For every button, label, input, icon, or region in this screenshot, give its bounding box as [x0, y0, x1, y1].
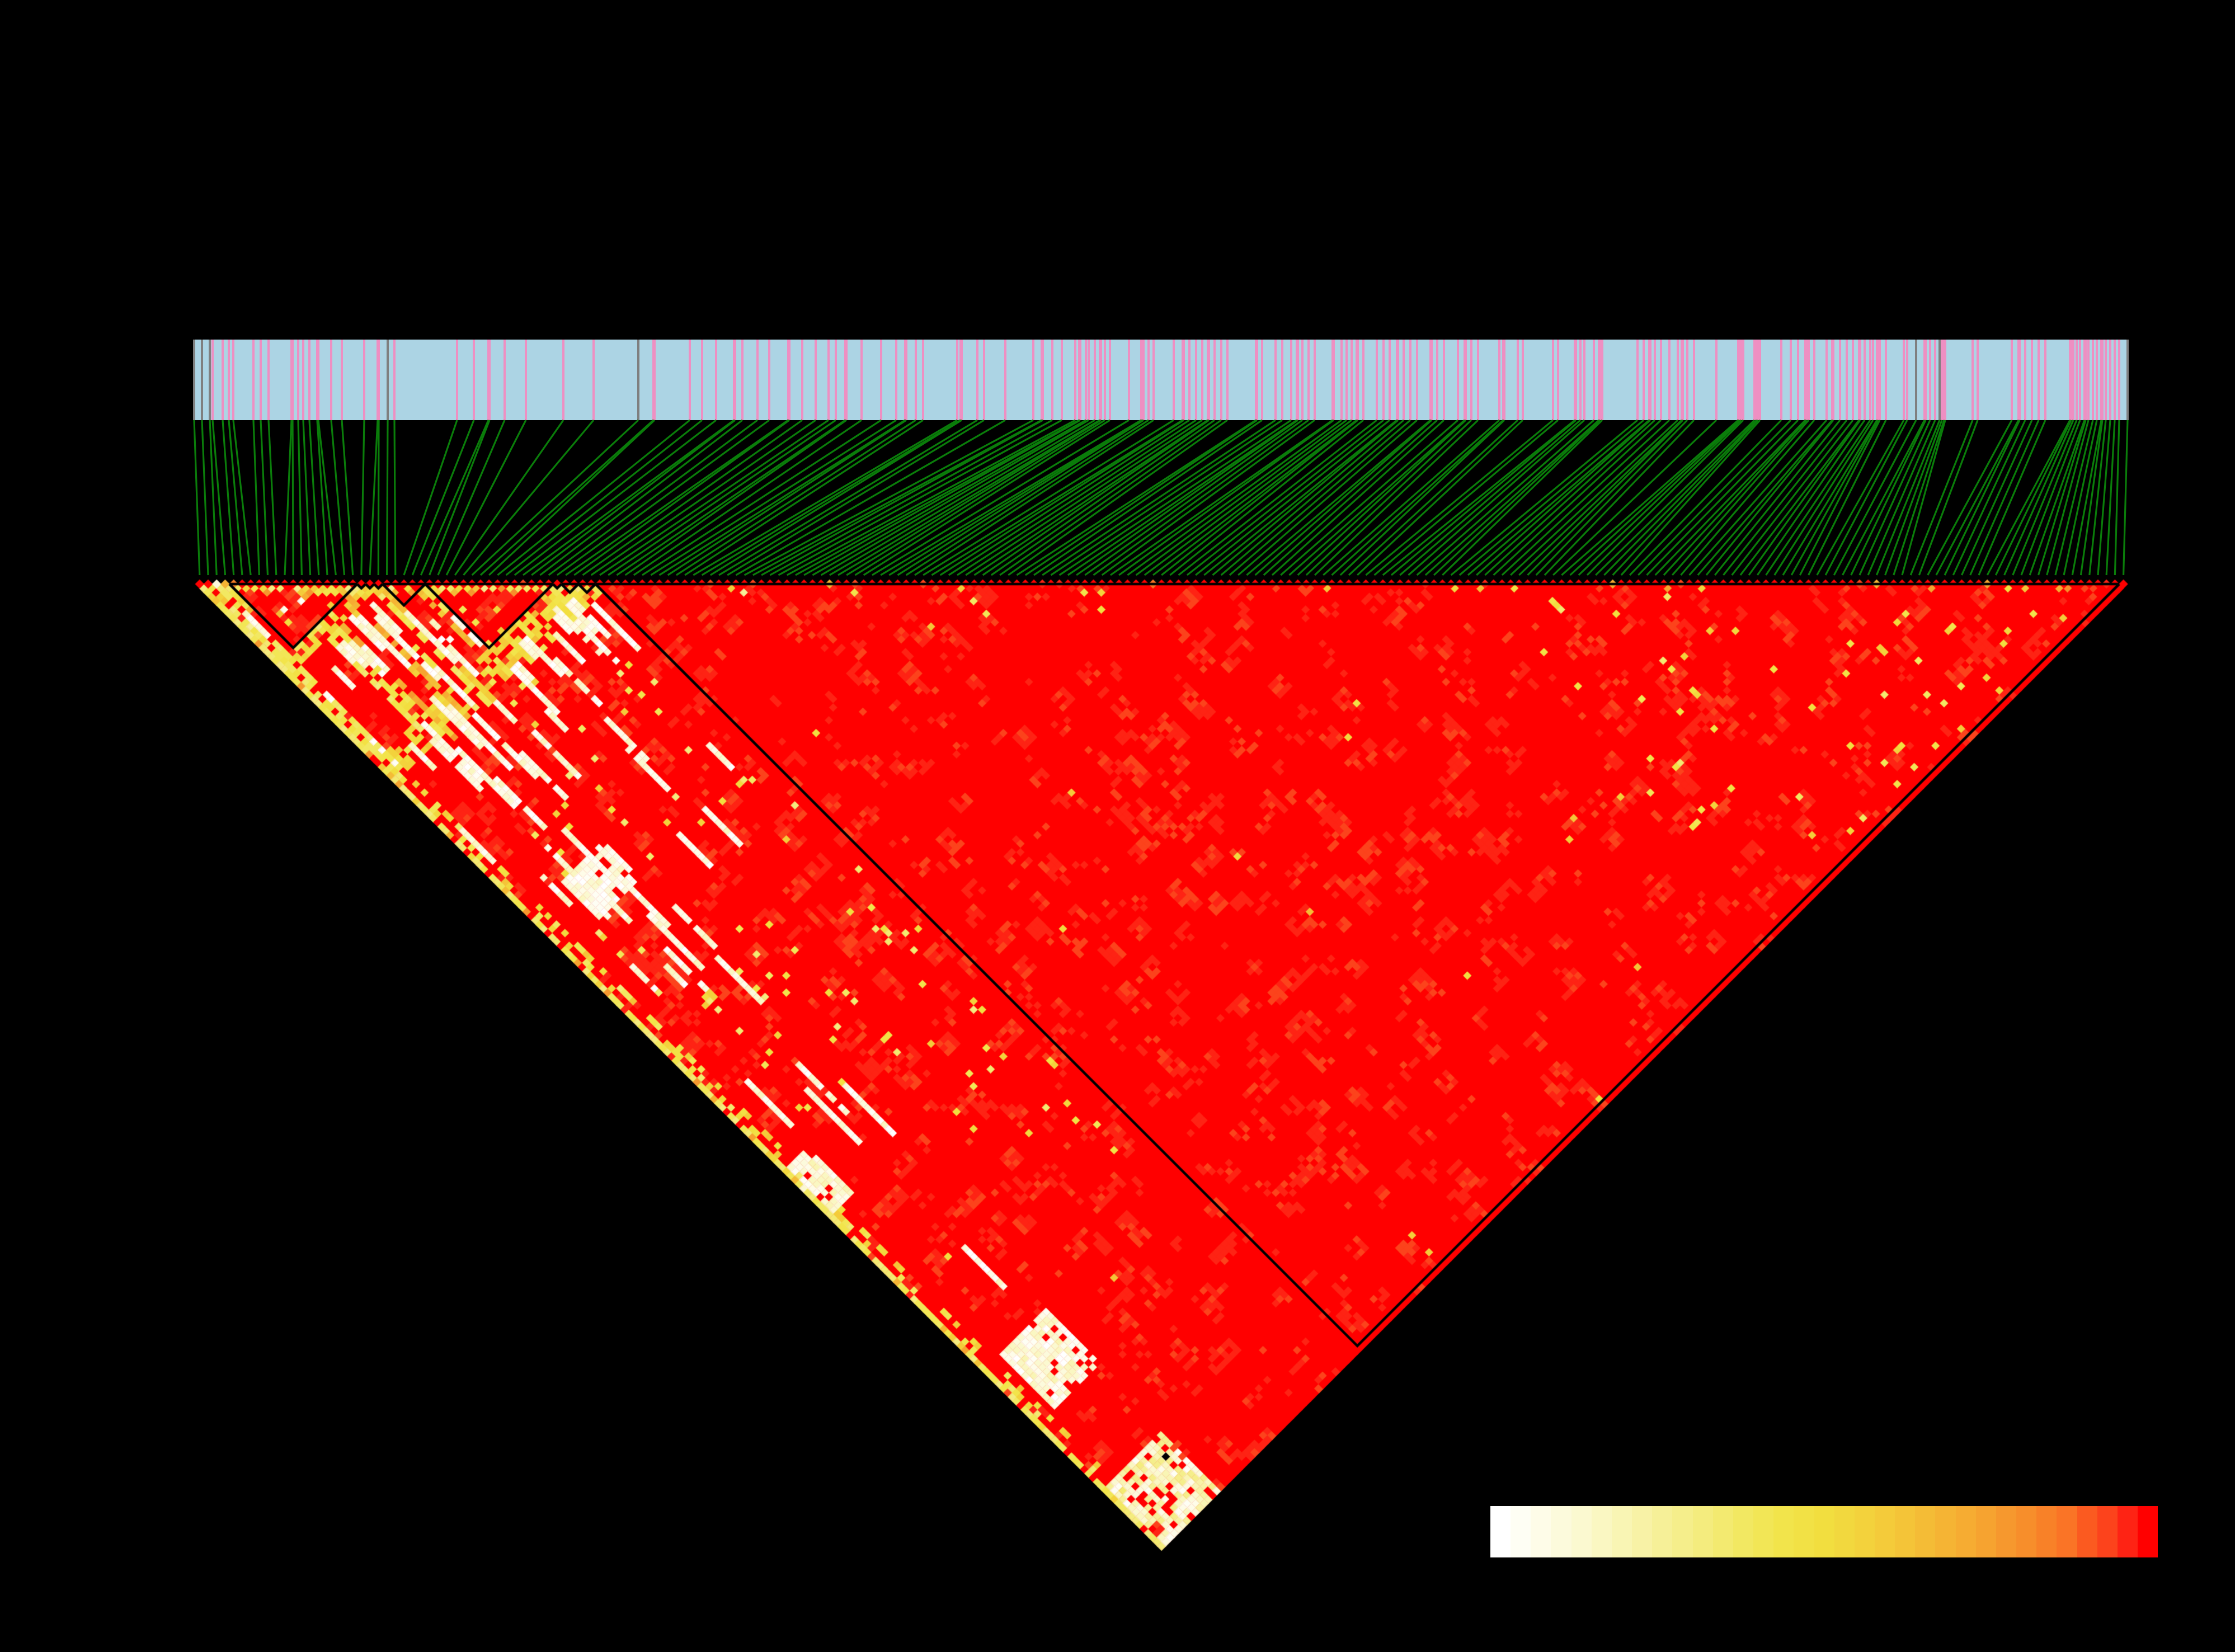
color-key-segment: [1652, 1506, 1673, 1557]
color-key-segment: [1733, 1506, 1754, 1557]
color-key-segment: [2117, 1506, 2138, 1557]
color-key-segment: [1632, 1506, 1653, 1557]
color-key-segment: [1611, 1506, 1632, 1557]
color-key-segment: [2016, 1506, 2037, 1557]
color-key-segment: [1895, 1506, 1916, 1557]
color-key-segment: [1753, 1506, 1774, 1557]
color-key-segment: [1955, 1506, 1976, 1557]
color-key-segment: [1591, 1506, 1612, 1557]
color-key-segment: [2077, 1506, 2097, 1557]
color-key-segment: [1712, 1506, 1733, 1557]
color-key-segment: [2057, 1506, 2077, 1557]
color-key-segment: [1814, 1506, 1834, 1557]
color-key-segment: [1854, 1506, 1875, 1557]
color-key-segment: [2036, 1506, 2057, 1557]
color-key-segment: [2097, 1506, 2118, 1557]
color-key-segment: [2138, 1506, 2158, 1557]
color-key-segment: [1874, 1506, 1895, 1557]
color-key-segment: [1773, 1506, 1794, 1557]
color-key: [1490, 1506, 2158, 1557]
color-key-segment: [1975, 1506, 1996, 1557]
color-key-segment: [1531, 1506, 1551, 1557]
color-key-segment: [1935, 1506, 1956, 1557]
color-key-segment: [1571, 1506, 1592, 1557]
color-key-segment: [1551, 1506, 1571, 1557]
color-key-segment: [1692, 1506, 1713, 1557]
color-key-segment: [1490, 1506, 1511, 1557]
color-key-segment: [1511, 1506, 1531, 1557]
color-key-segment: [1996, 1506, 2017, 1557]
color-key-segment: [1915, 1506, 1936, 1557]
color-key-segment: [1672, 1506, 1693, 1557]
color-key-segment: [1794, 1506, 1814, 1557]
color-key-segment: [1834, 1506, 1855, 1557]
